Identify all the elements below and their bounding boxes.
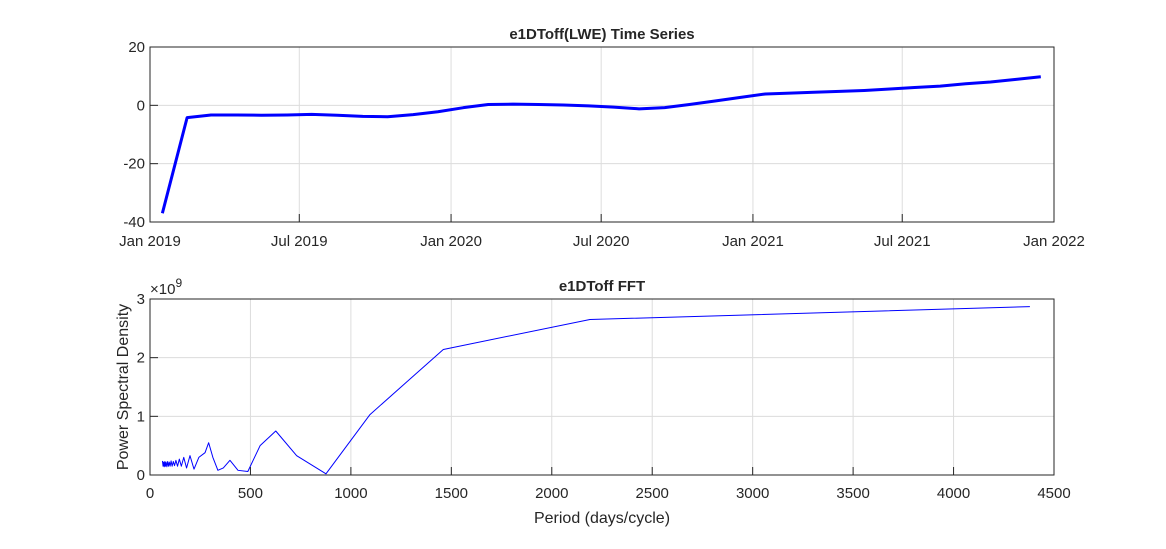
fft-x-tick-label: 3000 (736, 485, 769, 502)
fft-y-tick-label: 0 (137, 467, 145, 484)
fft-x-axis-label: Period (days/cycle) (534, 510, 670, 527)
fft-x-tick-label: 3500 (836, 485, 869, 502)
fft-line (161, 306, 1030, 475)
time-series-line (160, 75, 1041, 214)
fft-x-tick-label: 4500 (1037, 485, 1070, 502)
time-series-series (160, 75, 1041, 214)
fft-x-tick-label: 1000 (334, 485, 367, 502)
fft-y-tick-label: 3 (137, 291, 145, 308)
fft-x-tick-label: 1500 (435, 485, 468, 502)
time-series-x-tick-label: Jan 2020 (420, 233, 482, 250)
fft-y-exponent-power: 9 (175, 276, 182, 290)
fft-x-tick-label: 4000 (937, 485, 970, 502)
time-series-x-tick-label: Jul 2021 (874, 233, 931, 250)
fft-y-exponent-base: ×10 (150, 281, 175, 298)
time-series-title: e1DToff(LWE) Time Series (509, 26, 694, 43)
fft-y-axis-label: Power Spectral Density (115, 304, 132, 470)
time-series-ticks: Jan 2019 Jul 2019 Jan 2020 Jul 2020 Jan 2021… (119, 39, 1085, 250)
time-series-plot: e1DToff(LWE) Time Series Jan 2019 Jul 201… (119, 26, 1085, 250)
time-series-axes-box (149, 46, 1055, 223)
fft-series (161, 306, 1030, 475)
time-series-x-tick-label: Jul 2020 (573, 233, 630, 250)
time-series-y-tick-label: 20 (128, 39, 145, 56)
fft-axes-box (149, 298, 1055, 476)
fft-x-tick-label: 0 (146, 485, 154, 502)
time-series-y-tick-label: -40 (123, 214, 145, 231)
fft-y-tick-label: 2 (137, 350, 145, 367)
time-series-x-tick-label: Jan 2022 (1023, 233, 1085, 250)
time-series-x-tick-label: Jan 2019 (119, 233, 181, 250)
fft-x-tick-label: 500 (238, 485, 263, 502)
fft-plot: e1DToff FFT ×109 0 500 1000 1500 2000 2500 300… (115, 276, 1071, 527)
fft-x-tick-label: 2500 (636, 485, 669, 502)
fft-grid (149, 298, 1055, 476)
time-series-y-tick-label: -20 (123, 156, 145, 173)
time-series-y-tick-label: 0 (137, 97, 145, 114)
fft-y-exponent: ×109 (150, 276, 182, 298)
fft-ticks: 0 500 1000 1500 2000 2500 3000 3500 4000 4500 0 1 2 3 (137, 291, 1071, 502)
fft-x-tick-label: 2000 (535, 485, 568, 502)
time-series-x-tick-label: Jul 2019 (271, 233, 328, 250)
fft-y-tick-label: 1 (137, 408, 145, 425)
fft-title: e1DToff FFT (559, 278, 645, 295)
time-series-grid (149, 46, 1055, 223)
time-series-x-tick-label: Jan 2021 (722, 233, 784, 250)
